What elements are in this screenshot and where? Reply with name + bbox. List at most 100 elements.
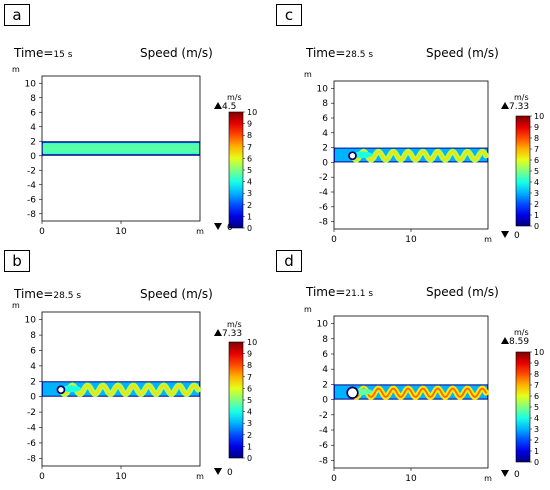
time-label: Time= — [306, 46, 346, 60]
x-unit-label: m — [196, 472, 204, 481]
cylinder — [347, 387, 358, 398]
colorbar-tick-label: 10 — [534, 348, 544, 357]
max-value: 7.33 — [509, 102, 529, 112]
wake — [352, 151, 373, 158]
colorbar-tick-label: 4 — [247, 408, 252, 417]
colorbar-tick-label: 9 — [247, 120, 252, 129]
x-tick-label: 0 — [331, 474, 337, 484]
x-tick-label: 10 — [405, 235, 417, 244]
y-tick-label: 2 — [322, 380, 328, 390]
vortex-core — [60, 384, 199, 396]
colorbar-tick-label: 6 — [534, 156, 539, 165]
colorbar-tick-label: 8 — [247, 131, 252, 140]
time-value: 21.1 s — [345, 289, 374, 299]
colorbar-tick-label: 1 — [247, 212, 252, 221]
colorbar-tick-label: 3 — [534, 425, 539, 434]
colorbar-tick-label: 6 — [247, 154, 252, 163]
y-tick-label: 2 — [30, 137, 36, 147]
flow-domain — [334, 147, 489, 163]
y-tick-label: -6 — [27, 439, 36, 449]
y-tick-label: 8 — [30, 331, 36, 341]
min-value: 0 — [514, 470, 520, 480]
y-tick-label: 8 — [322, 99, 328, 109]
colorbar-tick-label: 4 — [534, 178, 539, 187]
panel-a: a Time=15 s Speed (m/s) m 10 8 6 4 2 0 -2 -4 -6 -8… — [4, 4, 274, 244]
colorbar-tick-label: 10 — [247, 108, 257, 117]
panel-label: b — [4, 250, 30, 272]
y-tick-label: -4 — [319, 426, 328, 436]
y-tick-label: -4 — [27, 424, 36, 434]
max-value: 8.59 — [509, 337, 529, 347]
y-tick-label: 6 — [322, 114, 328, 124]
colorbar-tick-label: 2 — [247, 201, 252, 210]
colorbar-tick-label: 2 — [534, 436, 539, 445]
colorbar-unit: m/s — [227, 93, 242, 102]
colorbar-tick-label: 6 — [247, 384, 252, 393]
max-marker-icon — [501, 337, 509, 344]
colorbar-tick-label: 1 — [247, 442, 252, 451]
time-readout: Time=15 s — [14, 46, 72, 60]
x-tick-label: 0 — [331, 235, 337, 244]
x-tick-label: 0 — [39, 472, 45, 482]
y-tick-label: 2 — [322, 144, 328, 154]
y-tick-label: 2 — [30, 377, 36, 387]
colorbar-tick-label: 4 — [534, 414, 539, 423]
y-unit-label: m — [304, 70, 312, 79]
cylinder — [57, 386, 65, 394]
plot-title: Speed (m/s) — [426, 46, 499, 60]
colorbar-tick-label: 10 — [247, 338, 257, 347]
colorbar-tick-label: 6 — [534, 392, 539, 401]
x-unit-label: m — [484, 235, 492, 244]
max-value: 7.33 — [222, 329, 242, 339]
colorbar-unit: m/s — [514, 93, 529, 102]
colorbar — [515, 115, 531, 227]
colorbar — [228, 341, 244, 459]
colorbar-tick-label: 5 — [534, 167, 539, 176]
flow-domain — [42, 141, 200, 156]
flow-domain — [334, 384, 489, 401]
colorbar-tick-label: 5 — [534, 403, 539, 412]
colorbar-tick-label: 0 — [534, 458, 539, 467]
x-tick-label: 0 — [39, 227, 45, 237]
y-tick-label: 6 — [322, 350, 328, 360]
colorbar-tick-label: 3 — [247, 189, 252, 198]
colorbar-tick-label: 8 — [247, 361, 252, 370]
y-tick-label: -6 — [319, 441, 328, 451]
colorbar-tick-label: 3 — [534, 189, 539, 198]
colorbar-tick-label: 7 — [534, 145, 539, 154]
y-tick-label: -8 — [27, 210, 36, 220]
time-value: 15 s — [53, 50, 73, 60]
colorbar-tick-label: 8 — [534, 370, 539, 379]
colorbar-tick-label: 7 — [534, 381, 539, 390]
colorbar-tick-label: 2 — [534, 200, 539, 209]
max-marker-icon — [214, 329, 222, 336]
colorbar-unit: m/s — [514, 328, 529, 337]
max-marker-icon — [214, 102, 222, 109]
y-tick-label: -4 — [319, 188, 328, 198]
colorbar-unit: m/s — [227, 320, 242, 329]
colorbar-tick-label: 1 — [534, 211, 539, 220]
colorbar-tick-label: 9 — [247, 350, 252, 359]
y-tick-label: -8 — [27, 454, 36, 464]
y-tick-label: -2 — [319, 411, 328, 421]
y-tick-label: -4 — [27, 181, 36, 191]
time-label: Time= — [306, 285, 346, 299]
y-tick-label: 10 — [25, 79, 37, 89]
flow-domain — [42, 381, 201, 398]
colorbar-tick-label: 8 — [534, 134, 539, 143]
min-marker-icon — [214, 468, 222, 475]
colorbar-tick-label: 3 — [247, 419, 252, 428]
y-tick-label: 0 — [30, 393, 36, 403]
min-value: 0 — [227, 223, 233, 233]
colorbar-tick-label: 10 — [534, 112, 544, 121]
colorbar-tick-label: 2 — [247, 431, 252, 440]
time-value: 28.5 s — [345, 50, 374, 60]
x-tick-label: 10 — [115, 472, 127, 482]
panel-label: c — [276, 4, 302, 26]
y-unit-label: m — [12, 301, 20, 310]
colorbar-tick-label: 7 — [247, 143, 252, 152]
y-tick-label: 4 — [322, 365, 328, 375]
panel-label: a — [4, 4, 30, 26]
